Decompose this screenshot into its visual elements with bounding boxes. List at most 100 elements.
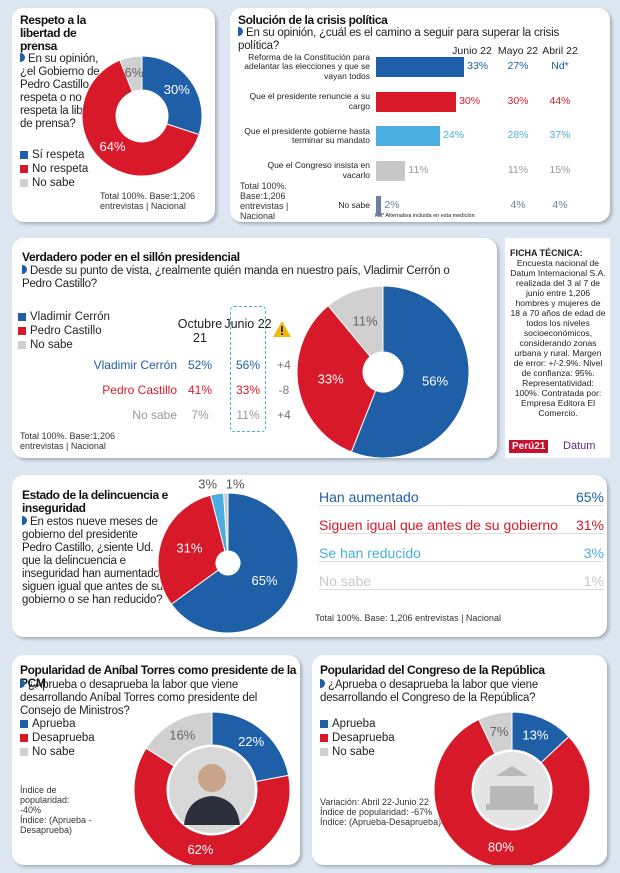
bar-value: 37%	[549, 129, 571, 141]
legend-swatch	[320, 720, 328, 728]
slice-label: 56%	[422, 373, 448, 388]
legend-label: Se han reducido	[319, 545, 421, 561]
panel-press: Respeto a la libertad de prensa En su op…	[12, 8, 215, 222]
legend-swatch	[20, 179, 28, 187]
slice-label: 30%	[164, 82, 190, 97]
legend-value: 31%	[575, 517, 604, 533]
pie-slice	[296, 305, 377, 453]
legend-swatch	[20, 720, 28, 728]
legend-label: No sabe	[32, 746, 75, 758]
bar-value: 27%	[507, 60, 529, 72]
column-header: Abril 22	[542, 45, 578, 57]
pie-slice	[81, 59, 200, 177]
donut: 65% 31% 3% 1%	[157, 476, 299, 634]
highlight-box	[230, 306, 266, 432]
legend-swatch	[20, 734, 28, 742]
question: ¿Aprueba o desaprueba la labor que viene…	[320, 679, 550, 705]
pie-slice	[223, 492, 229, 552]
legend-label: No sabe	[319, 573, 372, 589]
note-line: Índice de popularidad: -40%	[20, 785, 70, 815]
donut: 56% 33% 11%	[296, 285, 470, 458]
bar	[376, 91, 457, 112]
pie-slice	[478, 711, 513, 755]
slice-label: 13%	[522, 727, 548, 742]
legend-swatch	[20, 165, 28, 173]
legend-label: Aprueba	[32, 718, 76, 730]
panel-crisis: Solución de la crisis política En su opi…	[230, 8, 610, 222]
bar-label: Reforma de la Constitución para adelanta…	[244, 51, 370, 81]
legend-value: 1%	[583, 573, 604, 589]
legend-swatch	[320, 734, 328, 742]
legend-item: Sí respeta	[20, 148, 88, 162]
pie-slice	[433, 718, 591, 865]
donut: 13% 80% 7%	[433, 711, 591, 865]
bar-label: Que el Congreso insista en vacarlo	[267, 160, 370, 180]
column-header: Junio 22	[224, 317, 272, 331]
legend-label: Vladimir Cerrón	[30, 311, 110, 323]
bar-value: 11%	[507, 163, 529, 176]
slice-label: 1%	[226, 476, 245, 491]
bar	[376, 57, 465, 77]
panel-torres: Popularidad de Aníbal Torres como presid…	[12, 655, 300, 865]
slice-label: 31%	[176, 541, 202, 556]
table-value: 56%	[235, 358, 261, 372]
donut: 30% 64% 6%	[81, 55, 203, 177]
legend-swatch	[20, 151, 28, 159]
legend-item: No sabe 1%	[319, 573, 604, 590]
bar-value: 4%	[510, 199, 526, 211]
legend-item: No respeta	[20, 162, 88, 176]
pie-slice	[145, 711, 213, 767]
legend-label: No sabe	[30, 339, 73, 351]
note-line: Índice de popularidad: -67%	[320, 807, 433, 817]
change-value: +4	[277, 408, 291, 422]
logo: Perú21	[509, 440, 549, 453]
legend-item: Vladimir Cerrón	[18, 310, 110, 324]
bar-value: 44%	[549, 94, 571, 107]
note: Total 100%. Base:1,206 entrevistas | Nac…	[240, 181, 289, 221]
legend-item: Aprueba	[20, 717, 95, 731]
donut: 22% 62% 16%	[133, 711, 291, 865]
legend-swatch	[18, 341, 26, 349]
pie-slice	[170, 492, 299, 634]
ficha-title: FICHA TÉCNICA:	[510, 248, 583, 258]
warning-icon	[273, 321, 291, 337]
note: Total 100%. Base:1,206 entrevistas | Nac…	[100, 191, 196, 211]
legend-label: No respeta	[32, 163, 89, 175]
legend-swatch	[18, 327, 26, 335]
legend-item: No sabe	[320, 745, 395, 759]
photo-head	[198, 764, 226, 792]
legend-item: No sabe	[20, 176, 88, 190]
bar-label: Que el presidente gobierne hasta termina…	[244, 125, 370, 145]
table-value: 7%	[191, 408, 209, 422]
slice-label: 7%	[490, 724, 509, 739]
legend-value: 3%	[583, 545, 604, 561]
bar-value: 33%	[467, 60, 489, 72]
notes: Índice de popularidad: -40% Índice: (Apru…	[20, 785, 92, 835]
bar-label: Que el presidente renuncie a su cargo	[249, 91, 371, 111]
legend-swatch	[18, 313, 26, 321]
bar-value: Nd*	[551, 60, 569, 72]
photo-building	[486, 766, 538, 810]
column-header: Junio 22	[452, 45, 492, 57]
bar-value: 11%	[408, 163, 429, 176]
table-value: 52%	[187, 358, 213, 372]
legend-label: Pedro Castillo	[30, 325, 102, 337]
legend-label: Siguen igual que antes de su gobierno	[319, 517, 558, 533]
legend-label: Desaprueba	[332, 732, 395, 744]
legend-item: Desaprueba	[20, 731, 95, 745]
row-label: No sabe	[132, 408, 177, 422]
bar	[376, 160, 406, 181]
pie-slice	[141, 55, 203, 136]
question: Desde su punto de vista, ¿realmente quié…	[22, 265, 452, 291]
legend-item: Siguen igual que antes de su gobierno 31%	[319, 517, 604, 534]
slice-label: 33%	[318, 372, 344, 387]
slice-label: 64%	[100, 139, 126, 154]
panel-congreso: Popularidad del Congreso de la República…	[312, 655, 607, 865]
table-value: 33%	[235, 383, 261, 397]
pie-slice	[119, 55, 143, 93]
note-line: Variación: Abril 22-Junio 22	[320, 797, 429, 807]
legend-label: Desaprueba	[32, 732, 95, 744]
slice-label: 3%	[198, 476, 217, 491]
title: Estado de la delincuencia e inseguridad	[22, 488, 168, 515]
